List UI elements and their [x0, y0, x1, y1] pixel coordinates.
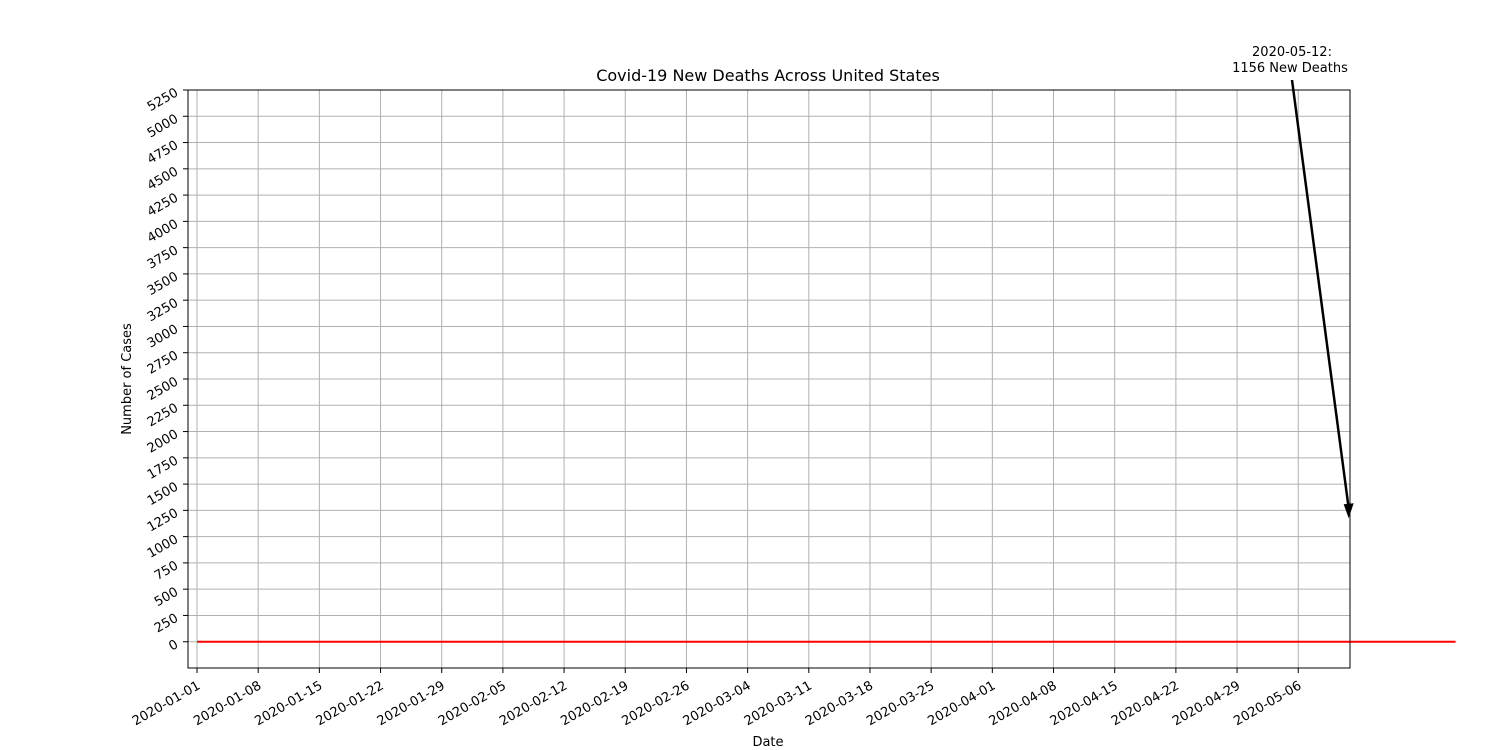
- y-axis-label: Number of Cases: [120, 323, 135, 435]
- y-tick-label: 3500: [145, 269, 181, 299]
- y-tick-label: 5250: [145, 85, 181, 115]
- y-tick-label: 0: [166, 637, 181, 654]
- x-tick-label: 2020-03-04: [681, 678, 754, 729]
- y-tick-label: 3750: [145, 243, 181, 273]
- y-tick-label: 4000: [145, 217, 181, 247]
- y-tick-label: 4500: [145, 164, 181, 194]
- x-tick-label: 2020-04-15: [1048, 678, 1121, 729]
- x-tick-label: 2020-05-06: [1231, 678, 1304, 729]
- y-tick-label: 2500: [145, 374, 181, 404]
- y-tick-label: 1750: [145, 453, 181, 483]
- x-axis: 2020-01-012020-01-082020-01-152020-01-22…: [130, 668, 1304, 729]
- y-tick-label: 1500: [145, 480, 181, 510]
- y-tick-label: 2250: [145, 401, 181, 431]
- x-tick-label: 2020-02-19: [558, 678, 631, 729]
- annotation-date: 2020-05-12:: [1252, 45, 1332, 60]
- annotation: 2020-05-12:1156 New Deaths: [1232, 45, 1354, 519]
- x-tick-label: 2020-03-18: [803, 678, 876, 729]
- y-tick-label: 2750: [145, 348, 181, 378]
- x-tick-label: 2020-04-08: [987, 678, 1060, 729]
- y-axis: 0250500750100012501500175020002250250027…: [145, 85, 188, 654]
- annotation-arrowhead: [1343, 503, 1354, 519]
- x-tick-label: 2020-01-29: [375, 678, 448, 729]
- y-tick-label: 250: [152, 611, 181, 636]
- y-tick-label: 500: [152, 585, 181, 610]
- annotation-arrow: [1290, 79, 1350, 509]
- x-tick-label: 2020-04-22: [1109, 678, 1182, 729]
- annotation-value: 1156 New Deaths: [1232, 61, 1348, 76]
- y-tick-label: 1250: [145, 506, 181, 536]
- x-tick-label: 2020-01-01: [130, 678, 203, 729]
- grid: [188, 89, 1350, 668]
- x-tick-label: 2020-04-29: [1170, 678, 1243, 729]
- y-tick-label: 5000: [145, 112, 181, 142]
- x-tick-label: 2020-01-22: [314, 678, 387, 729]
- x-tick-label: 2020-03-25: [864, 678, 937, 729]
- x-axis-label: Date: [752, 735, 783, 750]
- y-tick-label: 750: [152, 558, 181, 583]
- x-tick-label: 2020-02-12: [497, 678, 570, 729]
- y-tick-label: 1000: [145, 532, 181, 562]
- y-tick-label: 4250: [145, 191, 181, 221]
- y-tick-label: 2000: [145, 427, 181, 457]
- y-tick-label: 3000: [145, 322, 181, 352]
- x-tick-label: 2020-02-05: [436, 678, 509, 729]
- chart-title: Covid-19 New Deaths Across United States: [596, 66, 940, 85]
- x-tick-label: 2020-04-01: [925, 678, 998, 729]
- y-tick-label: 3250: [145, 296, 181, 326]
- x-tick-label: 2020-01-08: [191, 678, 264, 729]
- x-tick-label: 2020-03-11: [742, 678, 815, 729]
- x-tick-label: 2020-01-15: [252, 678, 325, 729]
- y-tick-label: 4750: [145, 138, 181, 168]
- x-tick-label: 2020-02-26: [620, 678, 693, 729]
